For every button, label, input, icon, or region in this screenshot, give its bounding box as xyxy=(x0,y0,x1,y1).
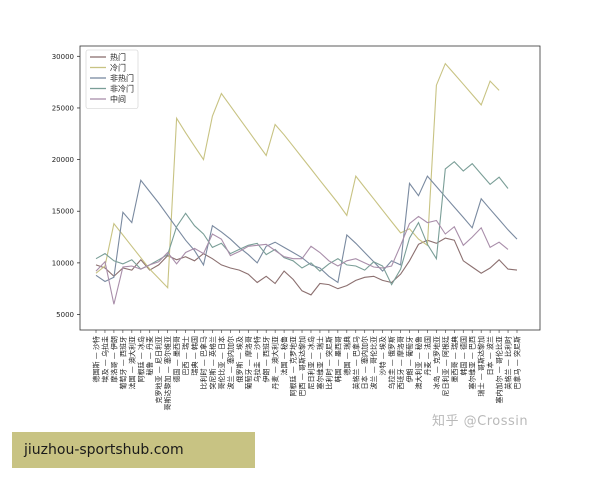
url-banner[interactable]: jiuzhou-sportshub.com xyxy=(12,432,255,468)
watermark: 知乎 @Crossin xyxy=(432,414,529,429)
x-tick-label: 比利时 — 巴拿马 xyxy=(199,336,208,389)
x-tick-label: 葡萄牙 — 摩洛哥 xyxy=(244,336,253,389)
x-tick-label: 埃及 — 乌拉圭 xyxy=(100,336,109,382)
x-tick-label: 尼日利亚 — 阿根廷 xyxy=(441,336,450,396)
legend-label: 中间 xyxy=(110,94,126,104)
x-tick-label: 英格兰 — 巴拿马 xyxy=(351,336,360,389)
x-tick-label: 波兰 — 哥伦比亚 xyxy=(369,336,378,389)
x-tick-label: 英格兰 — 比利时 xyxy=(504,336,513,389)
x-tick-label: 哥伦比亚 — 日本 xyxy=(217,336,226,389)
x-tick-label: 冰岛 — 克罗地亚 xyxy=(432,336,441,389)
x-tick-label: 克罗地亚 — 尼日利亚 xyxy=(154,336,163,403)
x-tick-label: 塞尔维亚 — 瑞士 xyxy=(315,336,324,389)
series-line-0 xyxy=(95,237,518,296)
y-tick-label: 10000 xyxy=(52,259,74,267)
x-tick-label: 瑞典 — 韩国 xyxy=(190,336,199,375)
x-tick-label: 澳大利亚 — 秘鲁 xyxy=(414,336,423,389)
x-tick-label: 伊朗 — 西班牙 xyxy=(262,336,271,382)
x-tick-label: 韩国 — 德国 xyxy=(459,336,468,375)
x-tick-label: 瑞士 — 哥斯达黎加 xyxy=(477,336,486,396)
legend-label: 非冷门 xyxy=(110,84,134,94)
x-tick-label: 西班牙 — 摩洛哥 xyxy=(396,336,405,389)
x-tick-label: 德国 — 墨西哥 xyxy=(172,336,181,382)
x-tick-label: 波兰 — 塞内加尔 xyxy=(226,336,235,389)
x-tick-label: 巴拿马 — 突尼斯 xyxy=(513,336,522,389)
x-tick-label: 丹麦 — 法国 xyxy=(423,336,432,375)
x-tick-label: 葡萄牙 — 西班牙 xyxy=(118,336,127,389)
x-tick-label: 巴西 — 哥斯达黎加 xyxy=(298,336,307,396)
legend-box xyxy=(85,49,139,109)
x-tick-label: 德国斯 — 沙特 xyxy=(92,336,101,382)
y-tick-label: 5000 xyxy=(56,311,74,319)
x-axis: 德国斯 — 沙特 埃及 — 乌拉圭 摩洛哥 — 伊朗 葡萄牙 — 西班牙 法国 — 澳大… xyxy=(92,330,522,410)
x-tick-label: 塞尔维亚 — 巴西 xyxy=(468,336,477,389)
x-tick-label: 尼日利亚 — 冰岛 xyxy=(306,336,315,389)
y-tick-label: 15000 xyxy=(52,208,74,216)
series-line-4 xyxy=(95,215,509,305)
series-line-1 xyxy=(95,62,500,289)
y-axis: 5000 10000 15000 20000 25000 30000 xyxy=(52,53,80,319)
x-tick-label: 比利时 — 突尼斯 xyxy=(324,336,333,389)
x-tick-label: 巴西 — 瑞士 xyxy=(181,336,190,375)
x-tick-label: 法国 — 澳大利亚 xyxy=(127,336,136,389)
legend-label: 热门 xyxy=(110,52,126,62)
legend-label: 冷门 xyxy=(110,63,126,73)
url-banner-text: jiuzhou-sportshub.com xyxy=(24,442,184,458)
y-tick-label: 25000 xyxy=(52,104,74,112)
series-line-2 xyxy=(95,175,518,284)
x-tick-label: 丹麦 — 澳大利亚 xyxy=(271,336,280,389)
x-tick-label: 乌拉圭 — 俄罗斯 xyxy=(387,336,396,389)
x-tick-label: 日本 — 波兰 xyxy=(486,336,495,375)
x-tick-label: 法国 — 秘鲁 xyxy=(280,336,289,375)
x-tick-label: 阿根廷 — 克罗地亚 xyxy=(289,336,298,396)
x-tick-label: 沙特 — 埃及 xyxy=(378,336,387,375)
x-tick-label: 乌拉圭 — 沙特 xyxy=(253,336,262,382)
x-tick-label: 摩洛哥 — 伊朗 xyxy=(109,336,118,382)
x-tick-label: 墨西哥 — 瑞典 xyxy=(450,336,459,382)
x-tick-label: 韩国 — 墨西哥 xyxy=(333,336,342,382)
y-tick-label: 30000 xyxy=(52,53,74,61)
x-tick-label: 塞内加尔 — 哥伦比亚 xyxy=(495,336,504,403)
x-tick-label: 日本 — 塞内加尔 xyxy=(360,336,369,389)
y-tick-label: 20000 xyxy=(52,156,74,164)
x-tick-label: 俄罗斯 — 埃及 xyxy=(235,336,244,382)
x-tick-label: 阿根廷 — 冰岛 xyxy=(136,336,145,382)
x-tick-label: 哥斯达黎加 — 塞尔维亚 xyxy=(163,336,172,410)
plot-area xyxy=(79,45,541,331)
x-tick-label: 德国 — 瑞典 xyxy=(342,336,351,375)
series-layer xyxy=(95,62,518,305)
x-tick-label: 突尼斯 — 英格兰 xyxy=(208,336,217,389)
x-tick-label: 伊朗 — 葡萄牙 xyxy=(405,336,414,382)
x-tick-label: 秘鲁 — 丹麦 xyxy=(145,336,154,375)
legend-label: 非热门 xyxy=(110,73,134,83)
